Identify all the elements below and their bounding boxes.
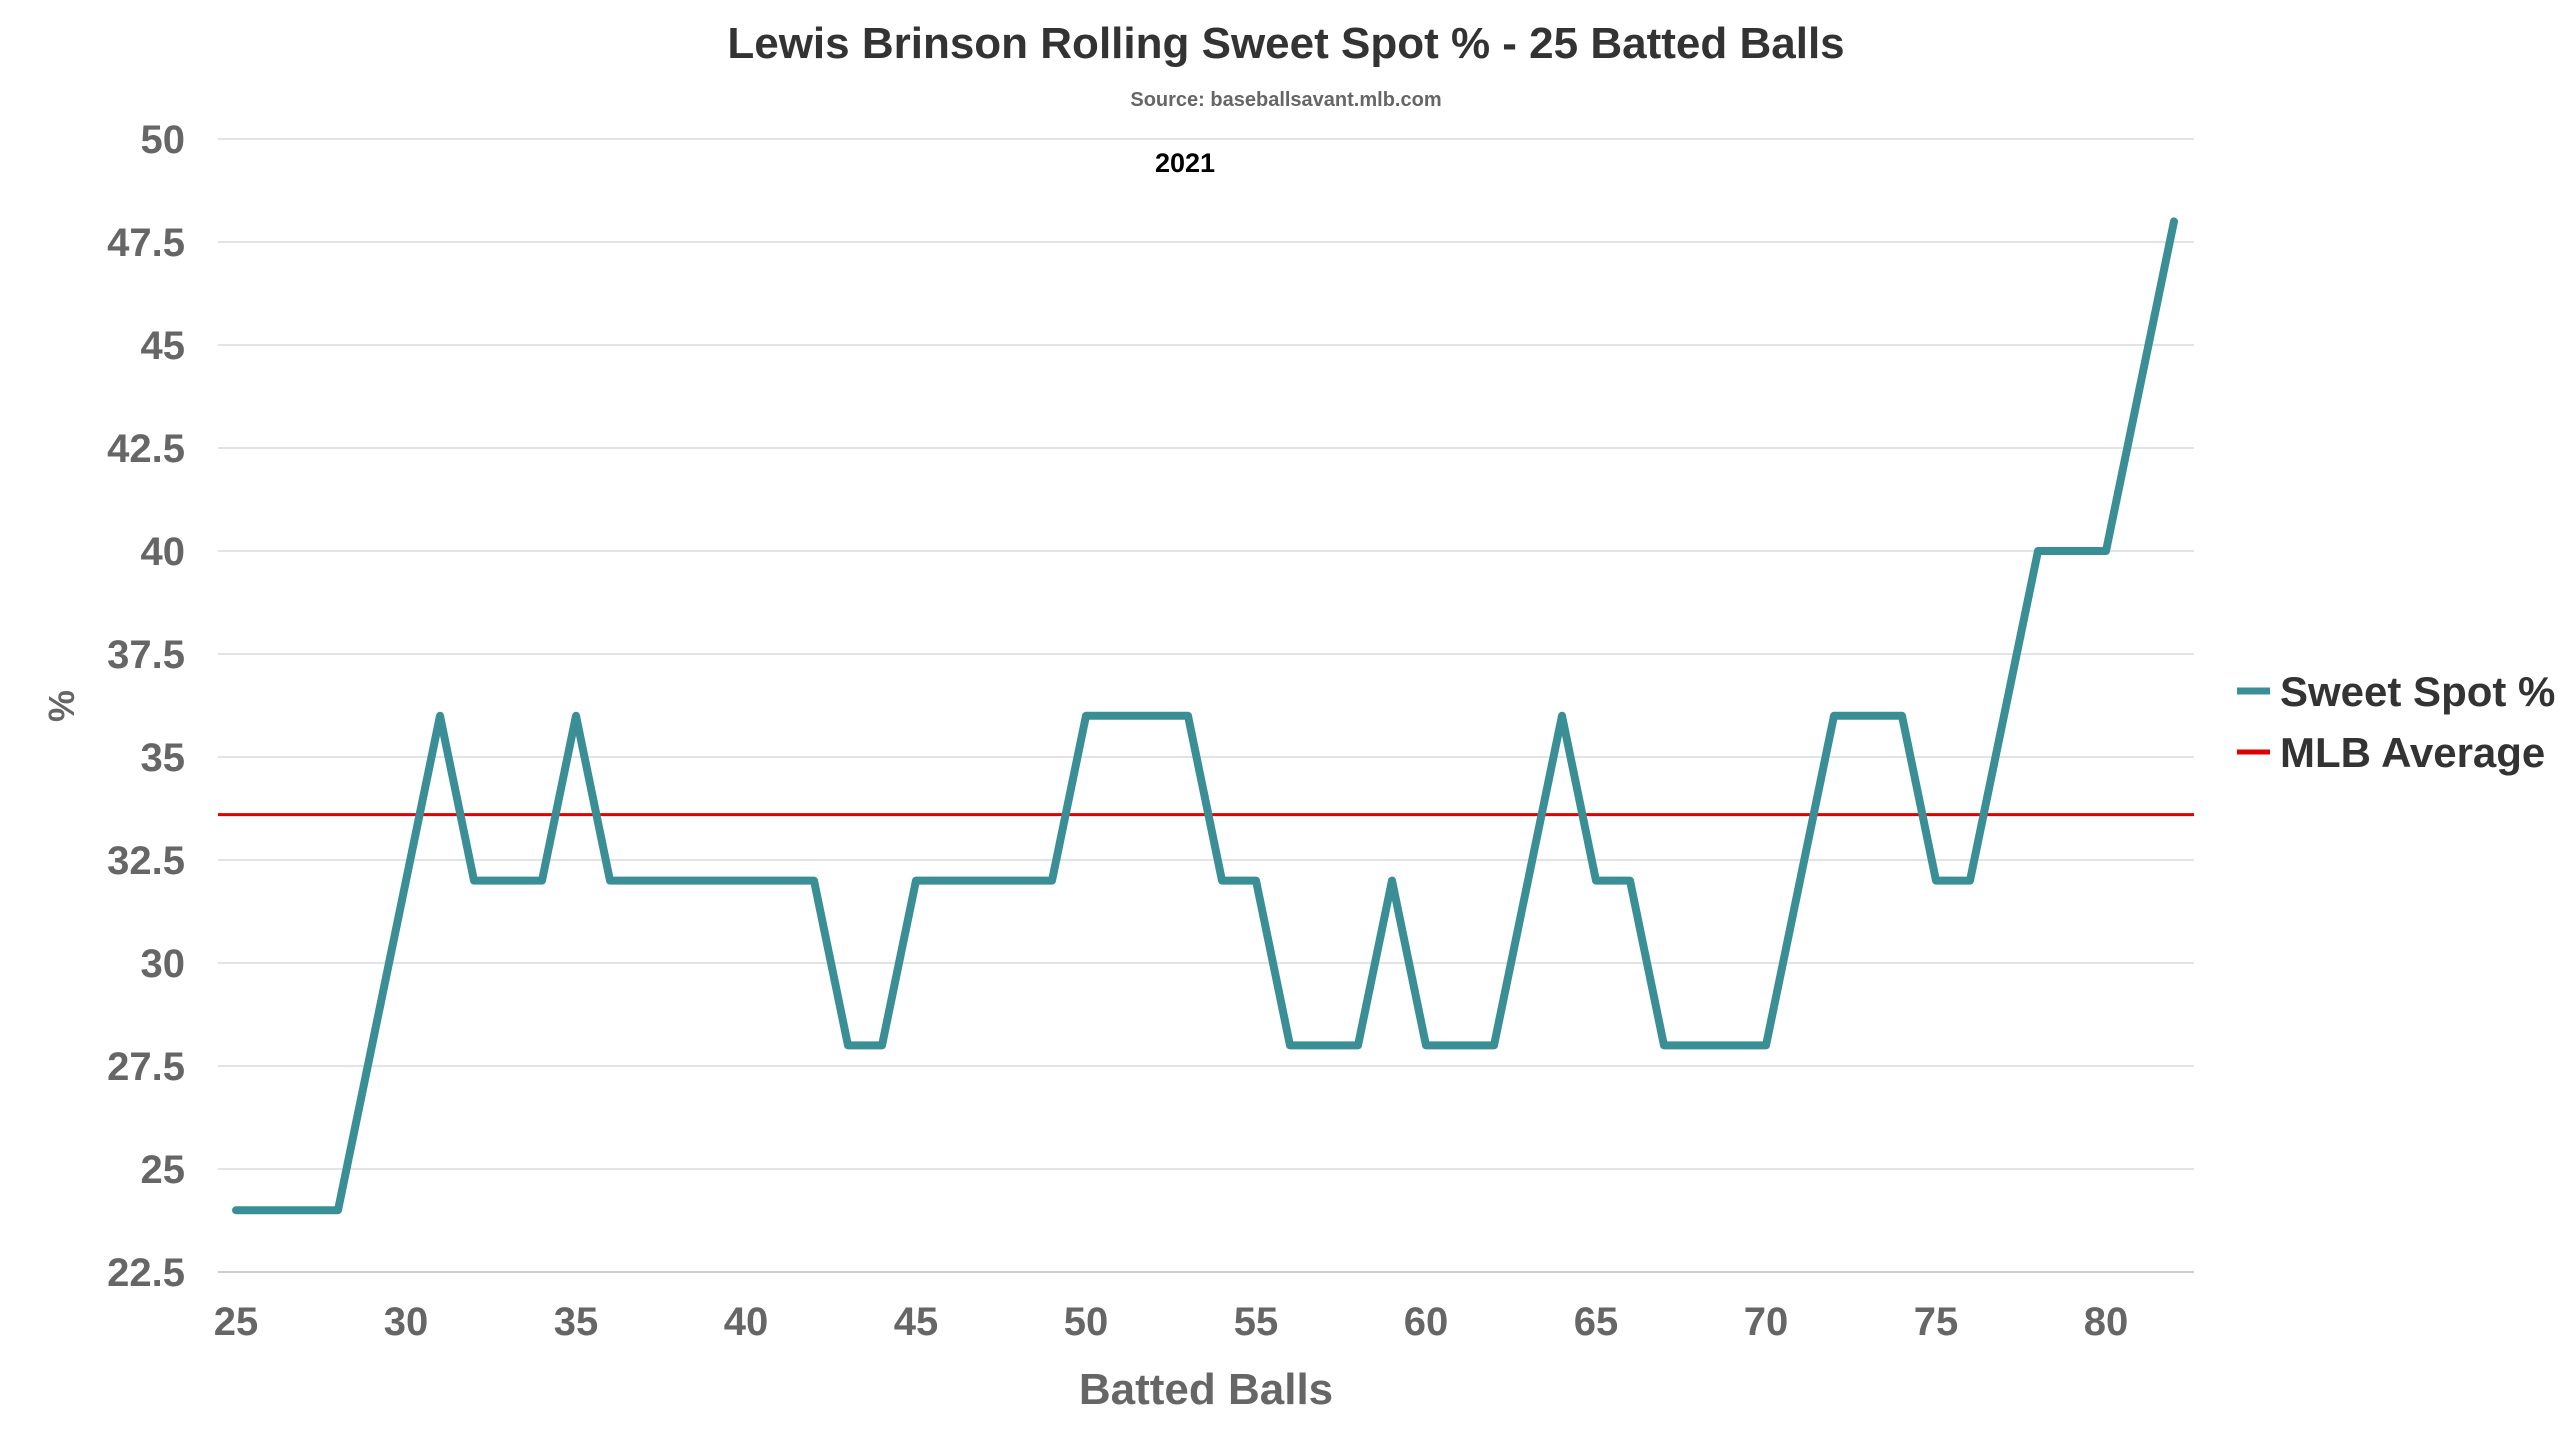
series-layer [218,221,2194,1210]
year-annotation: 2021 [1155,148,1215,178]
legend: Sweet Spot % MLB Average [2237,668,2555,776]
y-tick-label: 32.5 [107,839,185,883]
legend-label-mlb-average: MLB Average [2280,729,2545,776]
y-tick-label: 42.5 [107,427,185,471]
x-tick-label: 65 [1574,1300,1619,1344]
x-tick-label: 70 [1744,1300,1789,1344]
y-axis-label: % [41,690,82,722]
y-tick-label: 25 [141,1148,186,1192]
x-axis-ticks: 25 30 35 40 45 50 55 60 65 70 75 80 [214,1300,2129,1344]
x-tick-label: 55 [1234,1300,1279,1344]
y-tick-label: 47.5 [107,221,185,265]
y-tick-label: 37.5 [107,633,185,677]
y-tick-label: 35 [141,736,186,780]
x-tick-label: 80 [2084,1300,2129,1344]
y-tick-label: 22.5 [107,1251,185,1295]
y-tick-label: 50 [141,118,186,162]
x-tick-label: 25 [214,1300,259,1344]
y-tick-label: 27.5 [107,1045,185,1089]
x-tick-label: 30 [384,1300,429,1344]
y-tick-label: 30 [141,942,186,986]
x-tick-label: 75 [1914,1300,1959,1344]
x-tick-label: 40 [724,1300,769,1344]
x-tick-label: 50 [1064,1300,1109,1344]
x-tick-label: 35 [554,1300,599,1344]
chart-subtitle: Source: baseballsavant.mlb.com [1130,89,1441,111]
chart-title: Lewis Brinson Rolling Sweet Spot % - 25 … [727,19,1844,68]
sweet-spot-line [236,221,2174,1210]
x-tick-label: 60 [1404,1300,1449,1344]
y-tick-label: 40 [141,530,186,574]
y-axis-ticks: 22.5 25 27.5 30 32.5 35 37.5 40 42.5 45 47.5 50 [107,118,185,1295]
y-tick-label: 45 [141,324,186,368]
x-tick-label: 45 [894,1300,939,1344]
legend-label-sweet-spot: Sweet Spot % [2280,668,2555,715]
gridlines [218,139,2194,1169]
x-axis-label: Batted Balls [1079,1365,1333,1414]
